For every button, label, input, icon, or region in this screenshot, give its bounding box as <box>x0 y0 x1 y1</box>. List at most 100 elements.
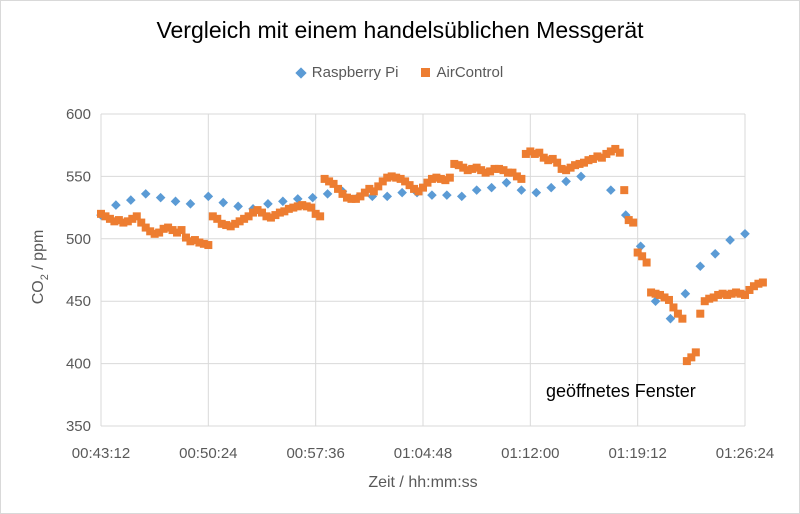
aircontrol-point <box>669 303 678 312</box>
raspberry-pi-point <box>203 191 214 202</box>
aircontrol-point <box>723 290 732 299</box>
aircontrol-point <box>687 353 696 362</box>
y-tick-label: 550 <box>66 168 91 185</box>
aircontrol-point <box>553 158 562 167</box>
aircontrol-point <box>486 167 495 176</box>
raspberry-pi-point <box>501 177 512 188</box>
aircontrol-point <box>383 173 392 182</box>
aircontrol-point <box>101 212 110 221</box>
aircontrol-point <box>307 203 316 212</box>
y-axis-label: CO2 / ppm <box>30 230 51 305</box>
raspberry-pi-point <box>740 229 750 239</box>
aircontrol-point <box>141 223 150 232</box>
aircontrol-point <box>691 348 700 357</box>
aircontrol-point <box>436 174 445 183</box>
aircontrol-point <box>468 164 477 173</box>
aircontrol-point <box>356 192 365 201</box>
x-tick-label: 01:04:48 <box>394 445 452 462</box>
aircontrol-point <box>334 184 343 193</box>
aircontrol-point <box>651 289 660 298</box>
aircontrol-point <box>159 224 168 233</box>
aircontrol-point <box>164 223 173 232</box>
aircontrol-point <box>302 202 311 211</box>
legend-label-aircontrol: AirControl <box>436 64 504 81</box>
legend-entry-aircontrol: AirControl <box>420 64 504 81</box>
aircontrol-point <box>414 187 423 196</box>
aircontrol-point <box>562 166 571 175</box>
aircontrol-point <box>284 204 293 213</box>
aircontrol-point <box>146 227 155 236</box>
raspberry-pi-point <box>710 248 720 259</box>
aircontrol-point <box>606 147 615 156</box>
raspberry-pi-point <box>155 192 166 203</box>
raspberry-pi-point <box>111 200 121 210</box>
aircontrol-point <box>217 219 226 228</box>
aircontrol-point <box>450 159 459 168</box>
raspberry-pi-point <box>680 288 691 299</box>
aircontrol-point <box>275 208 284 217</box>
x-tick-label: 00:57:36 <box>286 445 344 462</box>
aircontrol-point <box>557 164 566 173</box>
aircontrol-point <box>325 177 334 186</box>
raspberry-pi-point <box>531 187 542 198</box>
aircontrol-point <box>360 188 369 197</box>
aircontrol-point <box>642 258 651 267</box>
raspberry-pi-point <box>170 196 181 207</box>
raspberry-pi-point <box>292 194 303 204</box>
aircontrol-point <box>611 144 620 153</box>
aircontrol-point <box>481 168 490 177</box>
aircontrol-point <box>459 163 468 172</box>
aircontrol-point <box>114 216 123 225</box>
y-axis-label-main: CO <box>30 280 47 304</box>
aircontrol-point <box>423 178 432 187</box>
aircontrol-point <box>181 233 190 242</box>
aircontrol-point <box>401 177 410 186</box>
x-tick-label: 00:50:24 <box>179 445 237 462</box>
aircontrol-point <box>615 148 624 157</box>
aircontrol-point <box>150 229 159 238</box>
aircontrol-point <box>749 282 758 291</box>
aircontrol-point <box>280 207 289 216</box>
raspberry-pi-point <box>546 182 557 193</box>
aircontrol-point <box>204 241 213 250</box>
raspberry-pi-point <box>322 189 333 199</box>
raspberry-pi-point <box>516 185 527 195</box>
aircontrol-point <box>231 219 240 228</box>
aircontrol-point <box>454 161 463 170</box>
aircontrol-point <box>727 289 736 298</box>
x-tick-label: 01:19:12 <box>608 445 666 462</box>
aircontrol-point <box>445 173 454 182</box>
raspberry-pi-point <box>576 171 586 182</box>
raspberry-pi-point <box>307 192 318 203</box>
aircontrol-point <box>647 288 656 297</box>
aircontrol-point <box>195 238 204 247</box>
aircontrol-point <box>503 168 512 177</box>
aircontrol-point <box>396 174 405 183</box>
aircontrol-point <box>208 212 217 221</box>
aircontrol-point <box>718 289 727 298</box>
aircontrol-point <box>365 184 374 193</box>
aircontrol-point <box>213 214 222 223</box>
gridlines <box>100 113 746 427</box>
aircontrol-point <box>548 154 557 163</box>
aircontrol-point <box>714 290 723 299</box>
aircontrol-point <box>463 166 472 175</box>
raspberry-pi-point <box>263 199 273 209</box>
aircontrol-point <box>745 285 754 294</box>
x-tick-label: 00:43:12 <box>72 445 130 462</box>
aircontrol-point <box>405 181 414 190</box>
aircontrol-point <box>342 193 351 202</box>
aircontrol-point <box>593 152 602 161</box>
y-tick-labels: 350 400 450 500 550 600 <box>66 106 91 435</box>
aircontrol-point <box>240 214 249 223</box>
y-tick-label: 450 <box>66 293 91 310</box>
legend-entry-raspberry: Raspberry Pi <box>295 64 399 81</box>
raspberry-pi-point <box>725 235 735 245</box>
aircontrol-point <box>293 202 302 211</box>
aircontrol-point <box>266 213 275 222</box>
y-axis-label-rest: / ppm <box>30 230 47 274</box>
aircontrol-point <box>597 153 606 162</box>
aircontrol-point <box>602 149 611 158</box>
aircontrol-point <box>580 158 588 167</box>
aircontrol-point <box>168 226 177 235</box>
